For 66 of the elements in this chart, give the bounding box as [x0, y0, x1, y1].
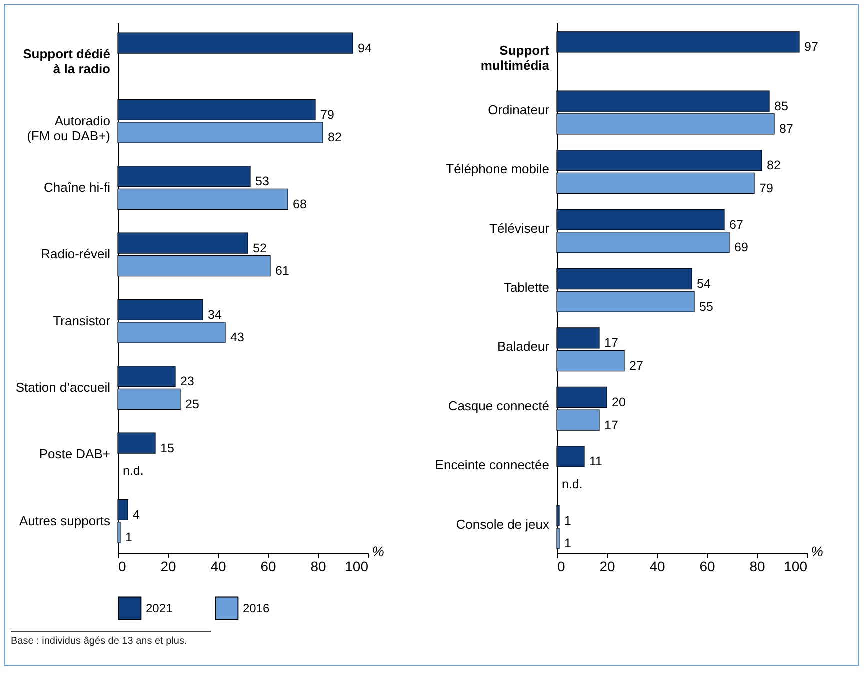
data-label: 61	[276, 264, 290, 278]
data-label: 23	[180, 374, 194, 389]
y-tick-label: Transistor	[53, 313, 112, 328]
data-label: 27	[630, 359, 644, 374]
y-tick-label: Ordinateur	[488, 102, 550, 118]
x-tick-label: 0	[118, 558, 126, 574]
x-axis-title: %	[811, 544, 824, 560]
data-label: 87	[780, 122, 794, 136]
legend-label: 2021	[146, 601, 174, 616]
x-tick-label: 60	[260, 558, 276, 574]
data-label: 1	[564, 514, 572, 528]
data-label: 15	[160, 441, 174, 456]
y-tick-label: Tablette	[504, 280, 550, 295]
x-tick-label: 100	[784, 558, 808, 574]
y-tick-label: Enceinte connectée	[435, 458, 550, 473]
y-tick-label: Téléviseur	[490, 220, 550, 236]
data-label: 1	[126, 530, 132, 545]
x-tick-label: 20	[600, 558, 616, 574]
text: Base : individus âgés de 13 ans et plus.	[11, 631, 211, 647]
y-tick-label: Baladeur	[497, 339, 550, 354]
data-label: 53	[256, 174, 270, 189]
text: n.d.	[562, 477, 583, 492]
x-tick-label: 40	[210, 558, 226, 574]
y-tick-label: Autoradio (FM ou DAB+)	[27, 113, 110, 144]
x-tick-label: 60	[700, 558, 716, 574]
y-tick-label: Autres supports	[19, 513, 111, 528]
y-tick-label: Support dédié à la radio	[23, 46, 111, 77]
data-label: 17	[604, 336, 618, 350]
data-label: 52	[253, 241, 267, 256]
y-tick-label: Radio-réveil	[41, 246, 111, 262]
data-label: 85	[774, 99, 788, 114]
y-tick-label: Support multimédia	[480, 43, 550, 74]
data-label: 79	[320, 108, 334, 122]
data-label: 82	[767, 158, 781, 173]
data-label: 68	[293, 197, 307, 212]
data-label: 97	[804, 40, 818, 54]
x-axis-title: %	[372, 544, 384, 560]
x-tick-label: 80	[310, 558, 326, 574]
y-tick-label: Console de jeux	[456, 516, 550, 532]
x-tick-label: 80	[750, 558, 766, 574]
x-tick-label: 0	[558, 558, 566, 574]
data-label: 4	[133, 508, 140, 522]
data-label: 82	[328, 130, 342, 145]
legend-label: 2016	[243, 601, 270, 616]
data-label: 55	[700, 300, 714, 314]
y-tick-label: Téléphone mobile	[446, 162, 550, 177]
data-label: 20	[612, 395, 626, 410]
data-label: 67	[730, 218, 744, 232]
data-label: 43	[230, 330, 244, 345]
x-tick-label: 100	[345, 558, 369, 574]
y-tick-label: Casque connecté	[448, 398, 550, 414]
text: n.d.	[123, 464, 144, 478]
data-label: 25	[186, 397, 200, 412]
y-tick-label: Chaîne hi-fi	[44, 180, 111, 195]
data-label: 54	[697, 277, 711, 292]
data-label: 11	[590, 454, 603, 469]
data-label: 94	[358, 41, 372, 56]
y-tick-label: Poste DAB+	[39, 446, 110, 462]
y-tick-label: Station d’accueil	[16, 380, 111, 395]
x-tick-label: 20	[160, 558, 176, 574]
data-label: 69	[734, 240, 748, 255]
data-label: 1	[564, 536, 572, 551]
data-label: 34	[208, 308, 222, 322]
x-tick-label: 40	[650, 558, 666, 574]
data-label: 79	[760, 181, 774, 196]
data-label: 17	[604, 418, 618, 432]
